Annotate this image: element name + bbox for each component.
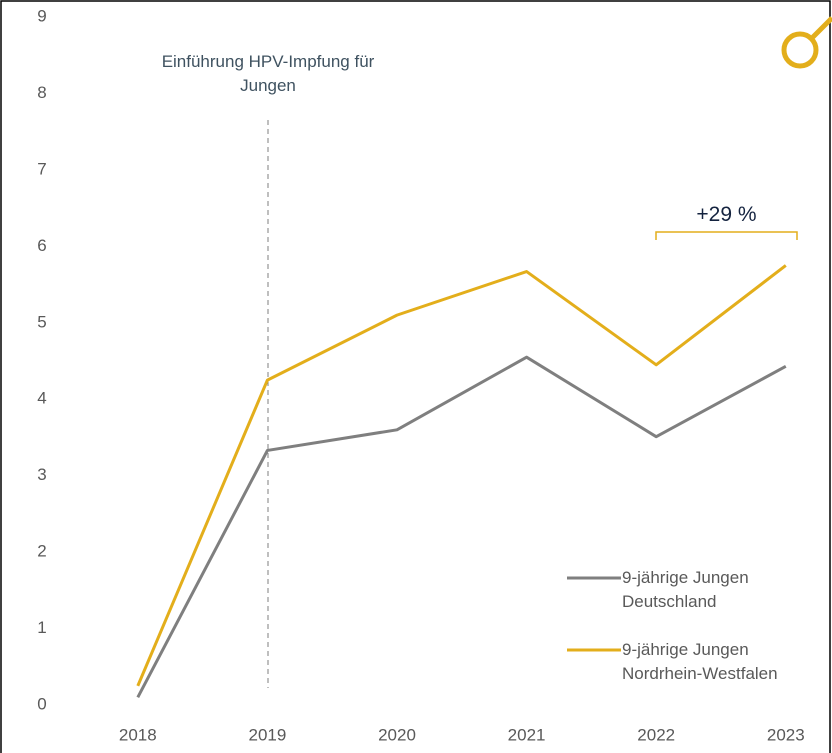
y-tick-label: 0 xyxy=(37,694,46,713)
y-tick-label: 1 xyxy=(37,618,46,637)
legend-label: 9-jährige Jungen Nordrhein-Westfalen xyxy=(622,640,778,683)
x-tick-label: 2023 xyxy=(767,725,805,744)
male-icon xyxy=(781,16,832,69)
x-tick-label: 2021 xyxy=(508,725,546,744)
x-tick-label: 2022 xyxy=(637,725,675,744)
legend-label: 9-jährige Jungen Deutschland xyxy=(622,568,749,611)
y-tick-label: 9 xyxy=(37,6,46,25)
y-tick-label: 6 xyxy=(37,236,46,255)
y-tick-label: 2 xyxy=(37,542,46,561)
series-line xyxy=(136,264,787,687)
x-tick-label: 2018 xyxy=(119,725,157,744)
x-tick-label: 2019 xyxy=(248,725,286,744)
y-tick-label: 3 xyxy=(37,465,46,484)
series-line xyxy=(136,355,787,699)
y-tick-label: 7 xyxy=(37,159,46,178)
y-tick-label: 8 xyxy=(37,83,46,102)
y-tick-label: 5 xyxy=(37,312,46,331)
annotation: +29 % xyxy=(696,203,757,226)
x-tick-label: 2020 xyxy=(378,725,416,744)
annotation: Einführung HPV-Impfung für Jungen xyxy=(161,52,375,95)
y-tick-label: 4 xyxy=(37,389,46,408)
bracket xyxy=(655,231,798,240)
